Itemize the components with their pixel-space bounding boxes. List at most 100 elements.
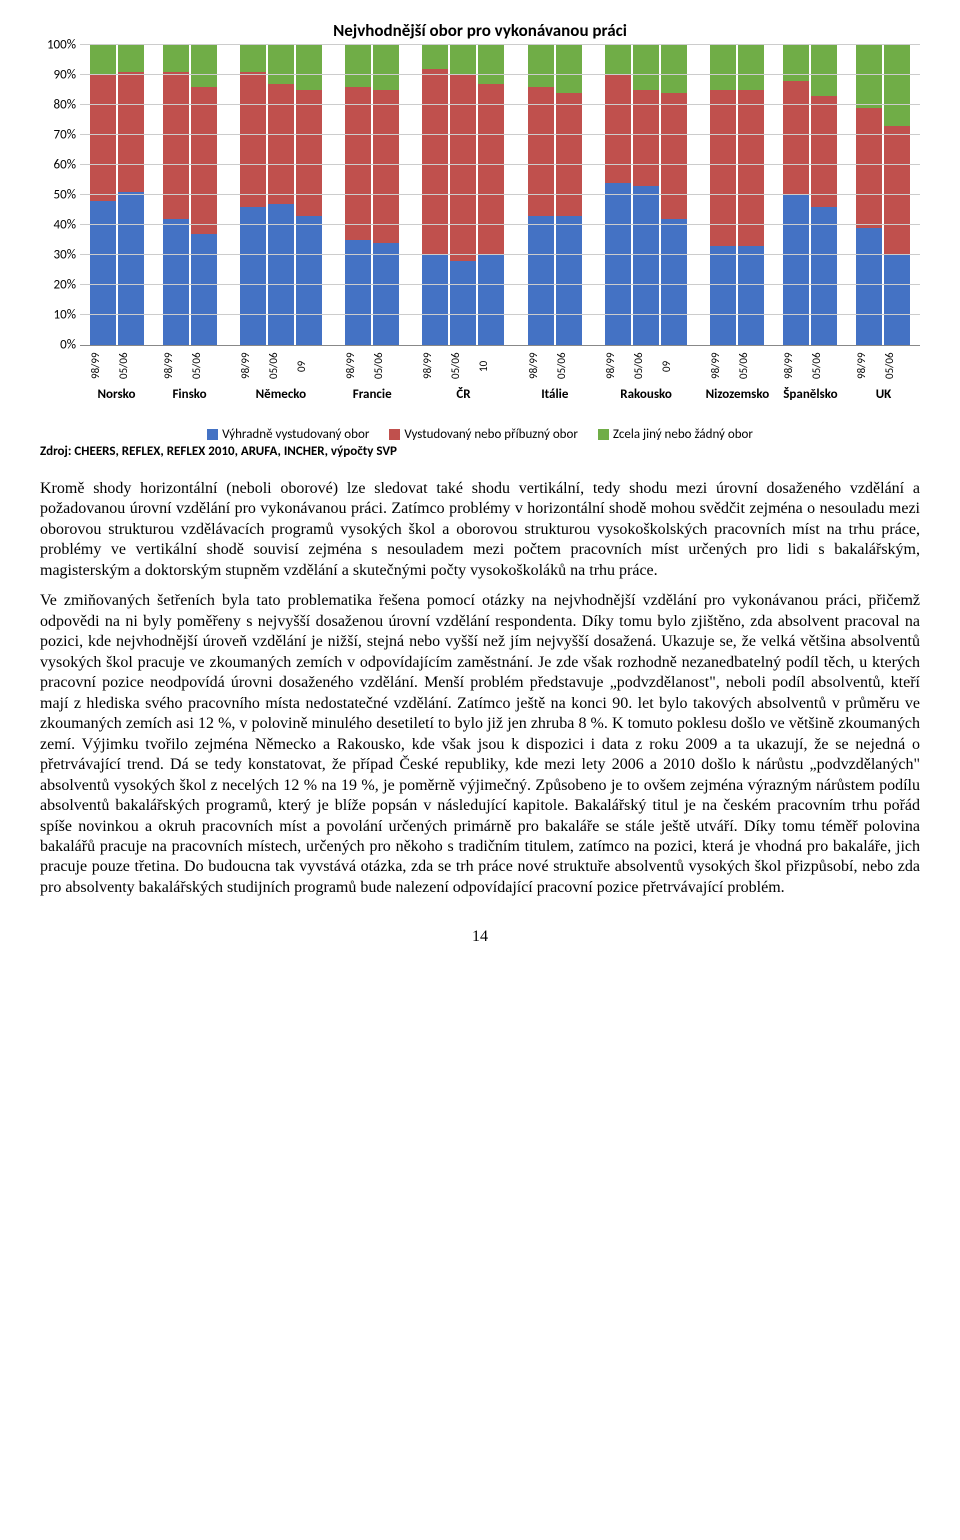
country-labels-row: NorskoFinskoNěmeckoFrancieČRItálieRakous… [80,387,920,402]
x-label: 05/06 [450,347,476,385]
bar-segment [373,45,399,90]
x-label: 05/06 [556,347,582,385]
paragraph: Ve zmiňovaných šetřeních byla tato probl… [40,591,920,898]
bars-container [80,45,920,345]
bar-segment [191,45,217,87]
y-tick: 90% [54,68,76,83]
x-label-group: 98/9905/06 [847,347,920,385]
bar-segment [783,195,809,345]
x-label-group: 98/9905/06 [774,347,847,385]
y-tick: 100% [47,38,76,53]
bar-segment [373,90,399,243]
bar-group [80,45,153,345]
bar [191,45,217,345]
bar [296,45,322,345]
x-label: 98/99 [528,347,554,385]
bar-group [591,45,701,345]
country-label: Norsko [80,387,153,402]
country-label: Nizozemsko [701,387,774,402]
country-label: Španělsko [774,387,847,402]
bar-segment [528,45,554,87]
bar-segment [478,255,504,345]
y-tick: 60% [54,158,76,173]
bar-segment [191,234,217,345]
bar-segment [556,45,582,93]
bar [422,45,448,345]
y-tick: 80% [54,98,76,113]
bar [373,45,399,345]
grid-line [80,314,920,315]
bar [811,45,837,345]
bar-segment [811,207,837,345]
country-label: UK [847,387,920,402]
grid-line [80,164,920,165]
page-number: 14 [40,928,920,946]
bar-segment [528,216,554,345]
x-label-group: 98/9905/06 [518,347,591,385]
legend-swatch [598,429,609,440]
bar-segment [605,45,631,75]
bar-segment [90,45,116,75]
legend-item: Zcela jiný nebo žádný obor [598,427,753,442]
bar-group [518,45,591,345]
bar-segment [633,186,659,345]
bar-segment [661,45,687,93]
bar [90,45,116,345]
country-label: Finsko [153,387,226,402]
chart-source: Zdroj: CHEERS, REFLEX, REFLEX 2010, ARUF… [40,444,920,459]
bar-segment [738,45,764,90]
bar [661,45,687,345]
grid-line [80,104,920,105]
grid-line [80,134,920,135]
country-label: Itálie [518,387,591,402]
bar-segment [783,45,809,81]
x-label-group: 98/9905/0609 [591,347,701,385]
plot-region [80,45,920,346]
legend-swatch [207,429,218,440]
bar-segment [738,90,764,246]
x-label: 05/06 [811,347,837,385]
grid-line [80,284,920,285]
country-label: Francie [336,387,409,402]
bar-segment [90,75,116,201]
x-label-group: 98/9905/06 [153,347,226,385]
bar-segment [884,255,910,345]
chart-container: Nejvhodnější obor pro vykonávanou práci … [40,20,920,459]
bar [528,45,554,345]
bar [478,45,504,345]
x-label: 98/99 [90,347,116,385]
bar-group [847,45,920,345]
bar-segment [345,240,371,345]
bar [118,45,144,345]
x-label: 09 [296,347,322,385]
y-tick: 0% [60,338,76,353]
bar-segment [811,45,837,96]
bar-segment [296,216,322,345]
bar-segment [163,72,189,219]
bar-segment [268,84,294,204]
bar-segment [240,72,266,207]
bar-segment [191,87,217,234]
x-axis-labels: 98/9905/0698/9905/0698/9905/060998/9905/… [80,347,920,385]
x-label: 05/06 [738,347,764,385]
bar-segment [450,261,476,345]
x-label-group: 98/9905/06 [80,347,153,385]
x-label: 98/99 [605,347,631,385]
bar-segment [884,126,910,255]
y-tick: 30% [54,248,76,263]
x-label: 98/99 [345,347,371,385]
y-tick: 10% [54,308,76,323]
bar-segment [738,246,764,345]
bar-group [701,45,774,345]
y-tick: 40% [54,218,76,233]
legend: Výhradně vystudovaný oborVystudovaný neb… [40,427,920,442]
bar-segment [118,192,144,345]
bar-segment [268,45,294,84]
bar-segment [90,201,116,345]
bar [605,45,631,345]
x-label: 10 [478,347,504,385]
bar-segment [556,93,582,216]
x-label-group: 98/9905/06 [701,347,774,385]
grid-line [80,44,920,45]
x-label: 98/99 [783,347,809,385]
